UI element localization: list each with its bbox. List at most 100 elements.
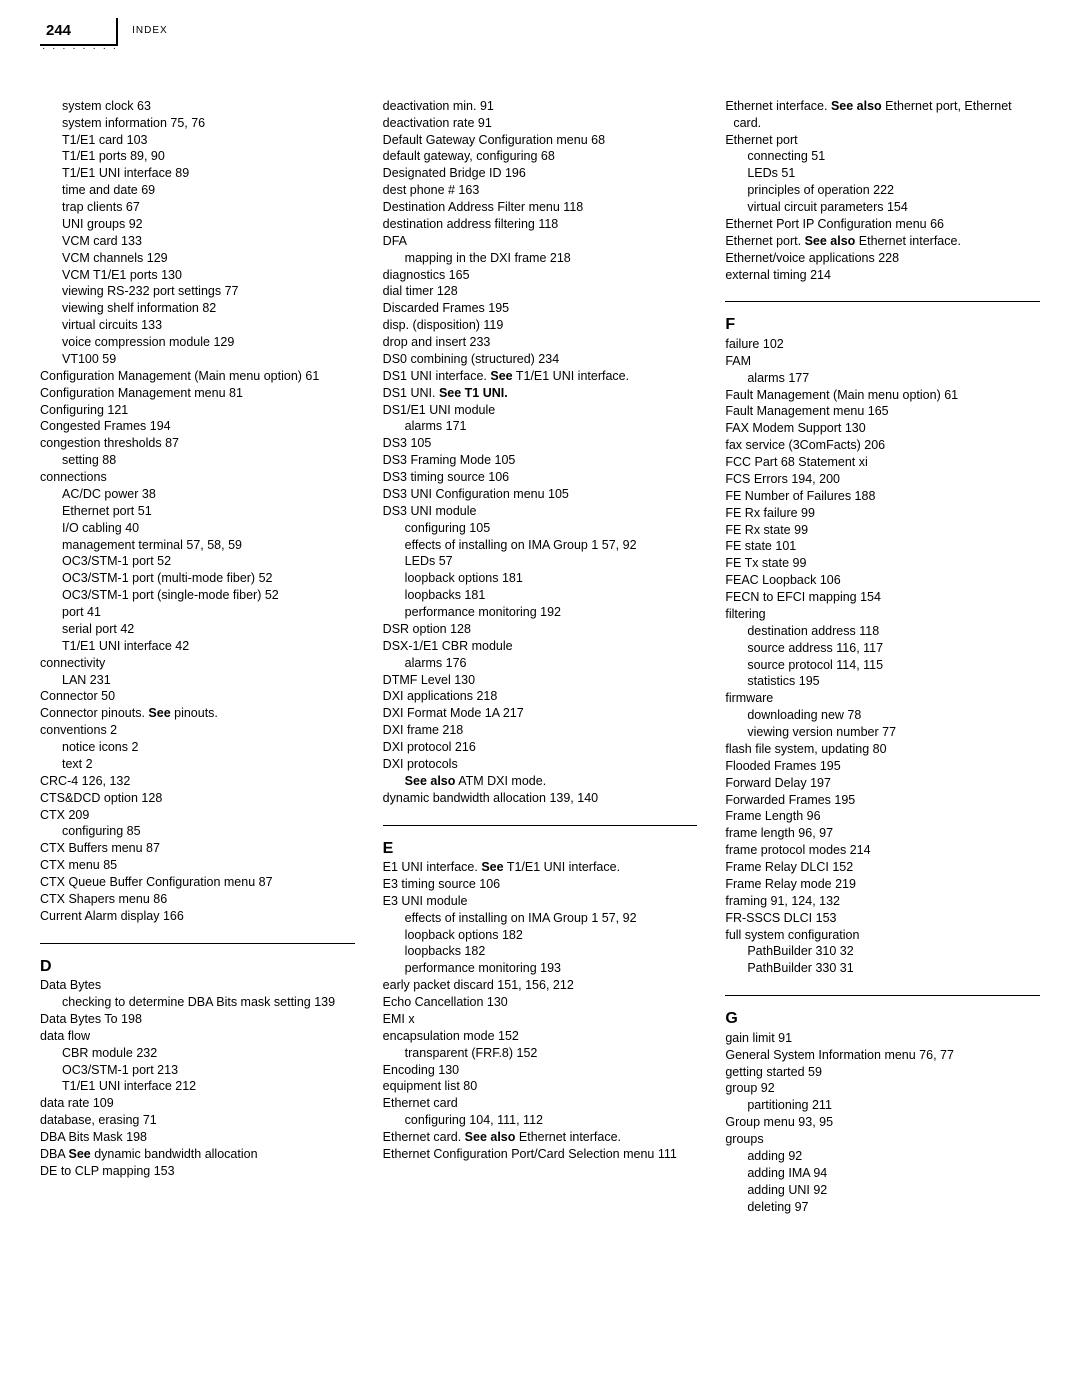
index-entry: DS1 UNI interface. See T1/E1 UNI interfa… <box>391 368 698 385</box>
index-entry: dynamic bandwidth allocation 139, 140 <box>391 790 698 807</box>
index-entry: Designated Bridge ID 196 <box>391 165 698 182</box>
index-entry: loopbacks 182 <box>391 943 698 960</box>
header-label: INDEX <box>132 18 168 38</box>
index-entry: virtual circuit parameters 154 <box>733 199 1040 216</box>
index-entry: Encoding 130 <box>391 1062 698 1079</box>
index-entry: VCM card 133 <box>48 233 355 250</box>
index-entry: DS0 combining (structured) 234 <box>391 351 698 368</box>
index-entry: connecting 51 <box>733 148 1040 165</box>
index-entry: VT100 59 <box>48 351 355 368</box>
index-entry: source address 116, 117 <box>733 640 1040 657</box>
index-entry: adding IMA 94 <box>733 1165 1040 1182</box>
index-entry: AC/DC power 38 <box>48 486 355 503</box>
index-entry: LEDs 57 <box>391 553 698 570</box>
index-entry: Current Alarm display 166 <box>48 908 355 925</box>
index-entry: T1/E1 UNI interface 42 <box>48 638 355 655</box>
index-entry: Ethernet Configuration Port/Card Selecti… <box>391 1146 698 1163</box>
index-entry: virtual circuits 133 <box>48 317 355 334</box>
index-entry: OC3/STM-1 port 213 <box>48 1062 355 1079</box>
index-entry: frame protocol modes 214 <box>733 842 1040 859</box>
index-entry: viewing version number 77 <box>733 724 1040 741</box>
index-entry: LAN 231 <box>48 672 355 689</box>
index-entry: See also ATM DXI mode. <box>391 773 698 790</box>
index-entry: DS1 UNI. See T1 UNI. <box>391 385 698 402</box>
index-entry: DS3 105 <box>391 435 698 452</box>
see-reference: See also <box>805 234 856 248</box>
index-entry: frame length 96, 97 <box>733 825 1040 842</box>
index-entry: adding UNI 92 <box>733 1182 1040 1199</box>
index-entry: Ethernet port. See also Ethernet interfa… <box>733 233 1040 250</box>
index-entry: configuring 105 <box>391 520 698 537</box>
index-entry: system clock 63 <box>48 98 355 115</box>
index-entry: CTX Shapers menu 86 <box>48 891 355 908</box>
index-entry: Ethernet port <box>733 132 1040 149</box>
index-entry: mapping in the DXI frame 218 <box>391 250 698 267</box>
index-entry: FAM <box>733 353 1040 370</box>
index-entry: FE Rx failure 99 <box>733 505 1040 522</box>
index-entry: management terminal 57, 58, 59 <box>48 537 355 554</box>
index-entry: time and date 69 <box>48 182 355 199</box>
see-reference: See also <box>831 99 882 113</box>
see-reference: See T1 UNI. <box>439 386 508 400</box>
index-entry: loopback options 182 <box>391 927 698 944</box>
index-entry: gain limit 91 <box>733 1030 1040 1047</box>
see-reference: See also <box>465 1130 516 1144</box>
index-entry: DS3 Framing Mode 105 <box>391 452 698 469</box>
index-entry: OC3/STM-1 port 52 <box>48 553 355 570</box>
index-entry: dial timer 128 <box>391 283 698 300</box>
index-entry: groups <box>733 1131 1040 1148</box>
index-entry: default gateway, configuring 68 <box>391 148 698 165</box>
index-entry: group 92 <box>733 1080 1040 1097</box>
index-entry: firmware <box>733 690 1040 707</box>
index-entry: DSR option 128 <box>391 621 698 638</box>
index-entry: DTMF Level 130 <box>391 672 698 689</box>
index-entry: DXI protocol 216 <box>391 739 698 756</box>
index-entry: effects of installing on IMA Group 1 57,… <box>391 537 698 554</box>
index-entry: alarms 176 <box>391 655 698 672</box>
index-entry: Default Gateway Configuration menu 68 <box>391 132 698 149</box>
index-entry: UNI groups 92 <box>48 216 355 233</box>
index-entry: E1 UNI interface. See T1/E1 UNI interfac… <box>391 859 698 876</box>
section-letter: F <box>725 314 1040 336</box>
index-entry: Destination Address Filter menu 118 <box>391 199 698 216</box>
index-entry: serial port 42 <box>48 621 355 638</box>
index-entry: CTX Queue Buffer Configuration menu 87 <box>48 874 355 891</box>
index-entry: FE state 101 <box>733 538 1040 555</box>
index-entry: diagnostics 165 <box>391 267 698 284</box>
index-entry: configuring 85 <box>48 823 355 840</box>
see-reference: See also <box>405 774 456 788</box>
index-entry: FR-SSCS DLCI 153 <box>733 910 1040 927</box>
index-entry: E3 timing source 106 <box>391 876 698 893</box>
index-entry: T1/E1 UNI interface 212 <box>48 1078 355 1095</box>
index-entry: E3 UNI module <box>391 893 698 910</box>
index-entry: downloading new 78 <box>733 707 1040 724</box>
section-letter: E <box>383 838 698 860</box>
index-entry: getting started 59 <box>733 1064 1040 1081</box>
index-entry: loopbacks 181 <box>391 587 698 604</box>
index-entry: congestion thresholds 87 <box>48 435 355 452</box>
index-entry: configuring 104, 111, 112 <box>391 1112 698 1129</box>
index-entry: conventions 2 <box>48 722 355 739</box>
index-entry: Fault Management menu 165 <box>733 403 1040 420</box>
index-entry: DXI protocols <box>391 756 698 773</box>
index-entry: DXI applications 218 <box>391 688 698 705</box>
index-entry: FCS Errors 194, 200 <box>733 471 1040 488</box>
index-entry: Forward Delay 197 <box>733 775 1040 792</box>
index-entry: Frame Relay mode 219 <box>733 876 1040 893</box>
index-entry: flash file system, updating 80 <box>733 741 1040 758</box>
index-entry: EMI x <box>391 1011 698 1028</box>
index-entry: DS3 UNI Configuration menu 105 <box>391 486 698 503</box>
index-entry: framing 91, 124, 132 <box>733 893 1040 910</box>
index-entry: effects of installing on IMA Group 1 57,… <box>391 910 698 927</box>
index-entry: Ethernet interface. See also Ethernet po… <box>733 98 1040 132</box>
index-entry: Frame Length 96 <box>733 808 1040 825</box>
index-entry: voice compression module 129 <box>48 334 355 351</box>
index-entry: deactivation rate 91 <box>391 115 698 132</box>
index-entry: CTX 209 <box>48 807 355 824</box>
section-letter: D <box>40 956 355 978</box>
index-entry: filtering <box>733 606 1040 623</box>
index-entry: DXI frame 218 <box>391 722 698 739</box>
index-entry: I/O cabling 40 <box>48 520 355 537</box>
index-entry: Echo Cancellation 130 <box>391 994 698 1011</box>
index-entry: Frame Relay DLCI 152 <box>733 859 1040 876</box>
